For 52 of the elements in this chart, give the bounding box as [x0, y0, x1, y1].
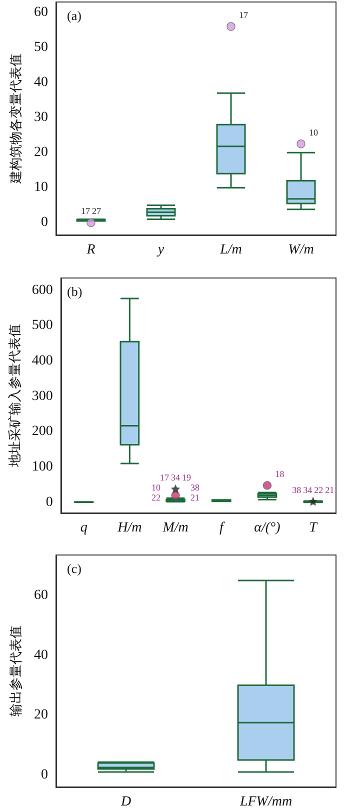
- y-axis-title: 地址采矿输入参量代表值: [7, 324, 22, 468]
- x-tick-label: L/m: [219, 242, 242, 258]
- annotation: 34: [171, 472, 181, 482]
- y-tick-label: 600: [32, 282, 53, 298]
- x-tick-label: W/m: [288, 242, 314, 258]
- annotation: 19: [182, 472, 192, 482]
- x-tick-label: H/m: [116, 520, 142, 536]
- x-tick-label: M/m: [162, 520, 188, 536]
- annotation: 17: [160, 472, 170, 482]
- y-tick-label: 40: [34, 75, 48, 90]
- annotation: 10: [152, 482, 162, 493]
- y-tick-label: 100: [32, 460, 53, 475]
- text: (b): [67, 284, 82, 299]
- y-tick-label: 50: [34, 40, 48, 56]
- y-tick-label: 20: [34, 708, 48, 723]
- x-tick-label: y: [156, 242, 165, 258]
- annotation: 10: [309, 127, 318, 138]
- y-tick-label: 0: [46, 494, 53, 510]
- x-tick-label: T: [309, 520, 318, 536]
- x-tick-label: f: [219, 520, 226, 536]
- y-axis-title: 建构筑物各变量代表值: [8, 54, 23, 184]
- y-tick-label: 20: [34, 145, 48, 160]
- annotation: 34: [303, 484, 313, 495]
- x-tick-label: R: [86, 242, 96, 258]
- annotation: 18: [275, 468, 285, 479]
- y-tick-label: 0: [41, 768, 48, 783]
- annotation: 21: [325, 484, 334, 495]
- y-tick-label: 200: [32, 424, 53, 440]
- x-tick-label: LFW/mm: [238, 794, 292, 809]
- y-tick-label: 40: [34, 648, 48, 663]
- x-tick-label: D: [120, 794, 132, 809]
- text: (a): [67, 8, 82, 23]
- x-tick-label: q: [80, 520, 88, 536]
- y-tick-label: 400: [32, 354, 53, 369]
- x-tick-label: α/(°): [254, 520, 281, 536]
- y-tick-label: 0: [41, 215, 48, 230]
- annotation: 38: [190, 482, 200, 493]
- y-tick-label: 60: [34, 588, 48, 603]
- y-tick-label: 300: [32, 388, 53, 404]
- text: (c): [67, 561, 82, 576]
- y-tick-label: 60: [34, 5, 48, 20]
- y-tick-label: 30: [34, 110, 48, 126]
- annotation: 21: [190, 492, 200, 503]
- y-tick-label: 10: [34, 180, 48, 196]
- annotation: 27: [92, 206, 102, 216]
- annotation: 38: [292, 484, 302, 495]
- annotation: 17: [81, 206, 90, 216]
- annotation: 17: [239, 10, 248, 20]
- y-tick-label: 500: [32, 318, 53, 334]
- annotation: 22: [314, 484, 324, 495]
- annotation: 22: [152, 492, 161, 503]
- y-axis-title: 输出参量代表值: [8, 626, 23, 716]
